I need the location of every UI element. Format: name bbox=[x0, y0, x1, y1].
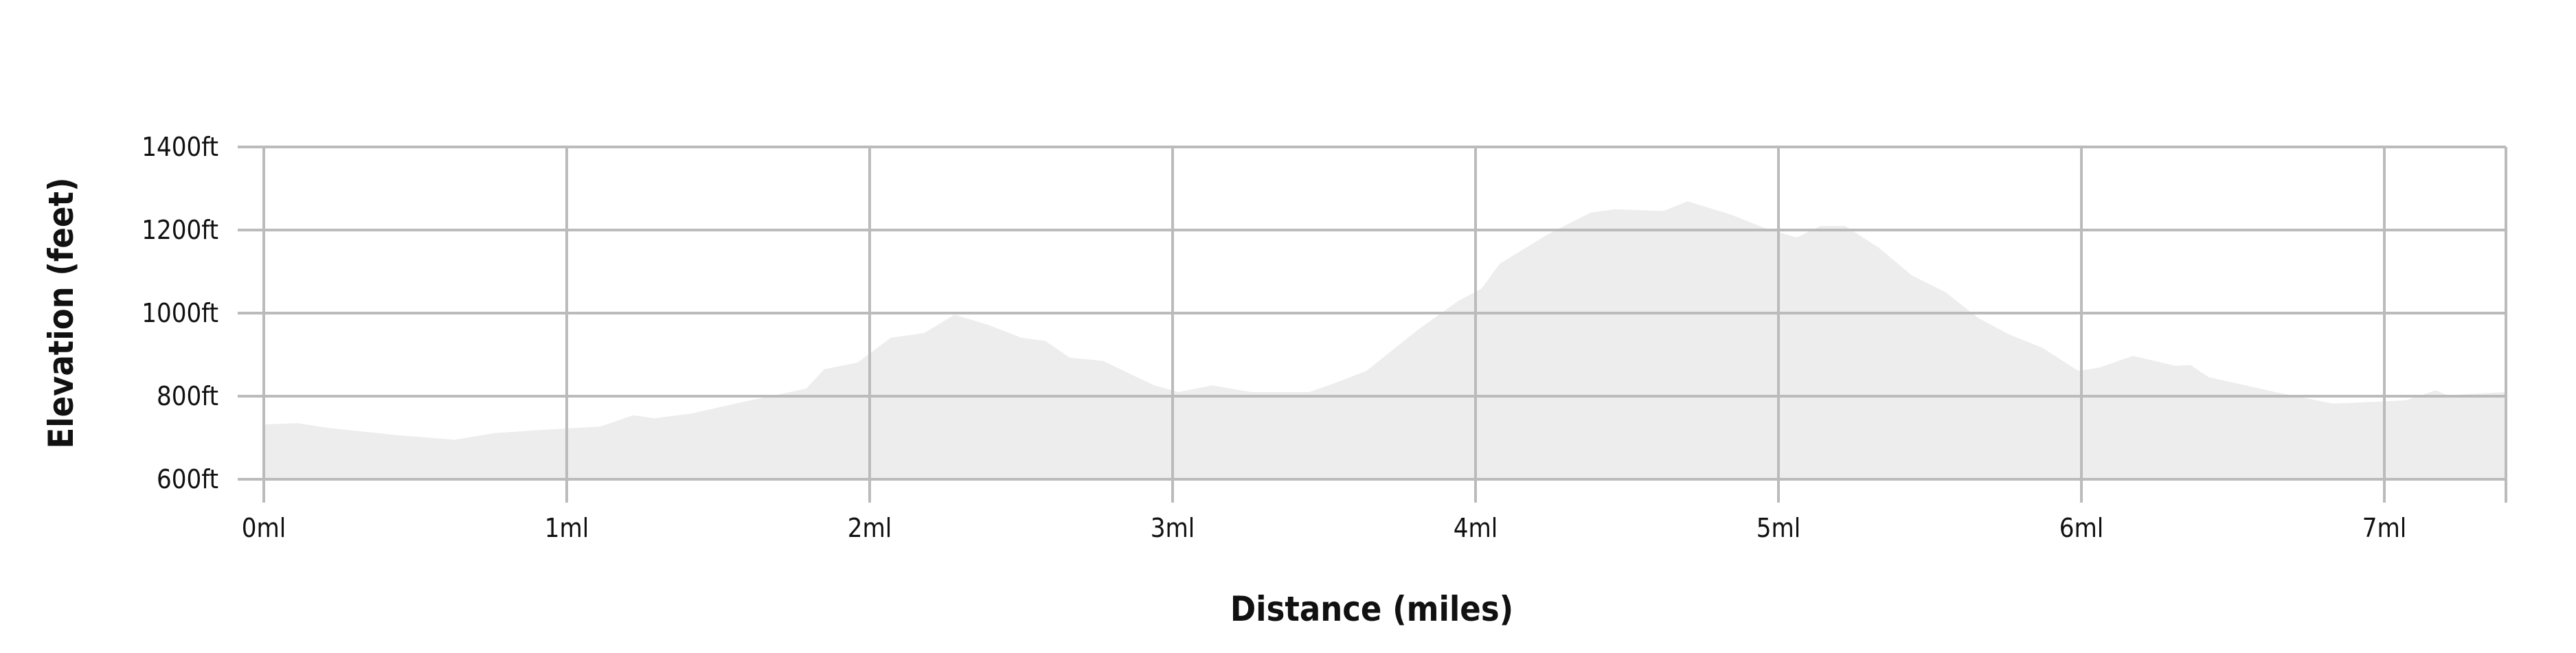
y-axis-title: Elevation (feet) bbox=[41, 177, 81, 448]
x-tick-label: 0ml bbox=[242, 513, 286, 543]
y-tick-label: 1000ft bbox=[142, 298, 218, 328]
grid bbox=[238, 146, 2507, 503]
y-tick-label: 1400ft bbox=[142, 132, 218, 162]
x-tick-label: 4ml bbox=[1454, 513, 1498, 543]
elevation-area bbox=[264, 201, 2506, 479]
y-tick-label: 800ft bbox=[157, 381, 218, 411]
x-tick-label: 6ml bbox=[2059, 513, 2104, 543]
tick-labels: 600ft 800ft 1000ft 1200ft 1400ft 0ml 1ml 2ml 3ml… bbox=[142, 132, 2406, 543]
y-tick-label: 1200ft bbox=[142, 215, 218, 245]
x-tick-label: 3ml bbox=[1151, 513, 1195, 543]
x-tick-label: 2ml bbox=[848, 513, 892, 543]
y-tick-label: 600ft bbox=[157, 464, 218, 494]
x-axis-title: Distance (miles) bbox=[1230, 589, 1513, 629]
x-tick-label: 1ml bbox=[545, 513, 589, 543]
x-tick-label: 7ml bbox=[2362, 513, 2407, 543]
x-tick-label: 5ml bbox=[1756, 513, 1801, 543]
